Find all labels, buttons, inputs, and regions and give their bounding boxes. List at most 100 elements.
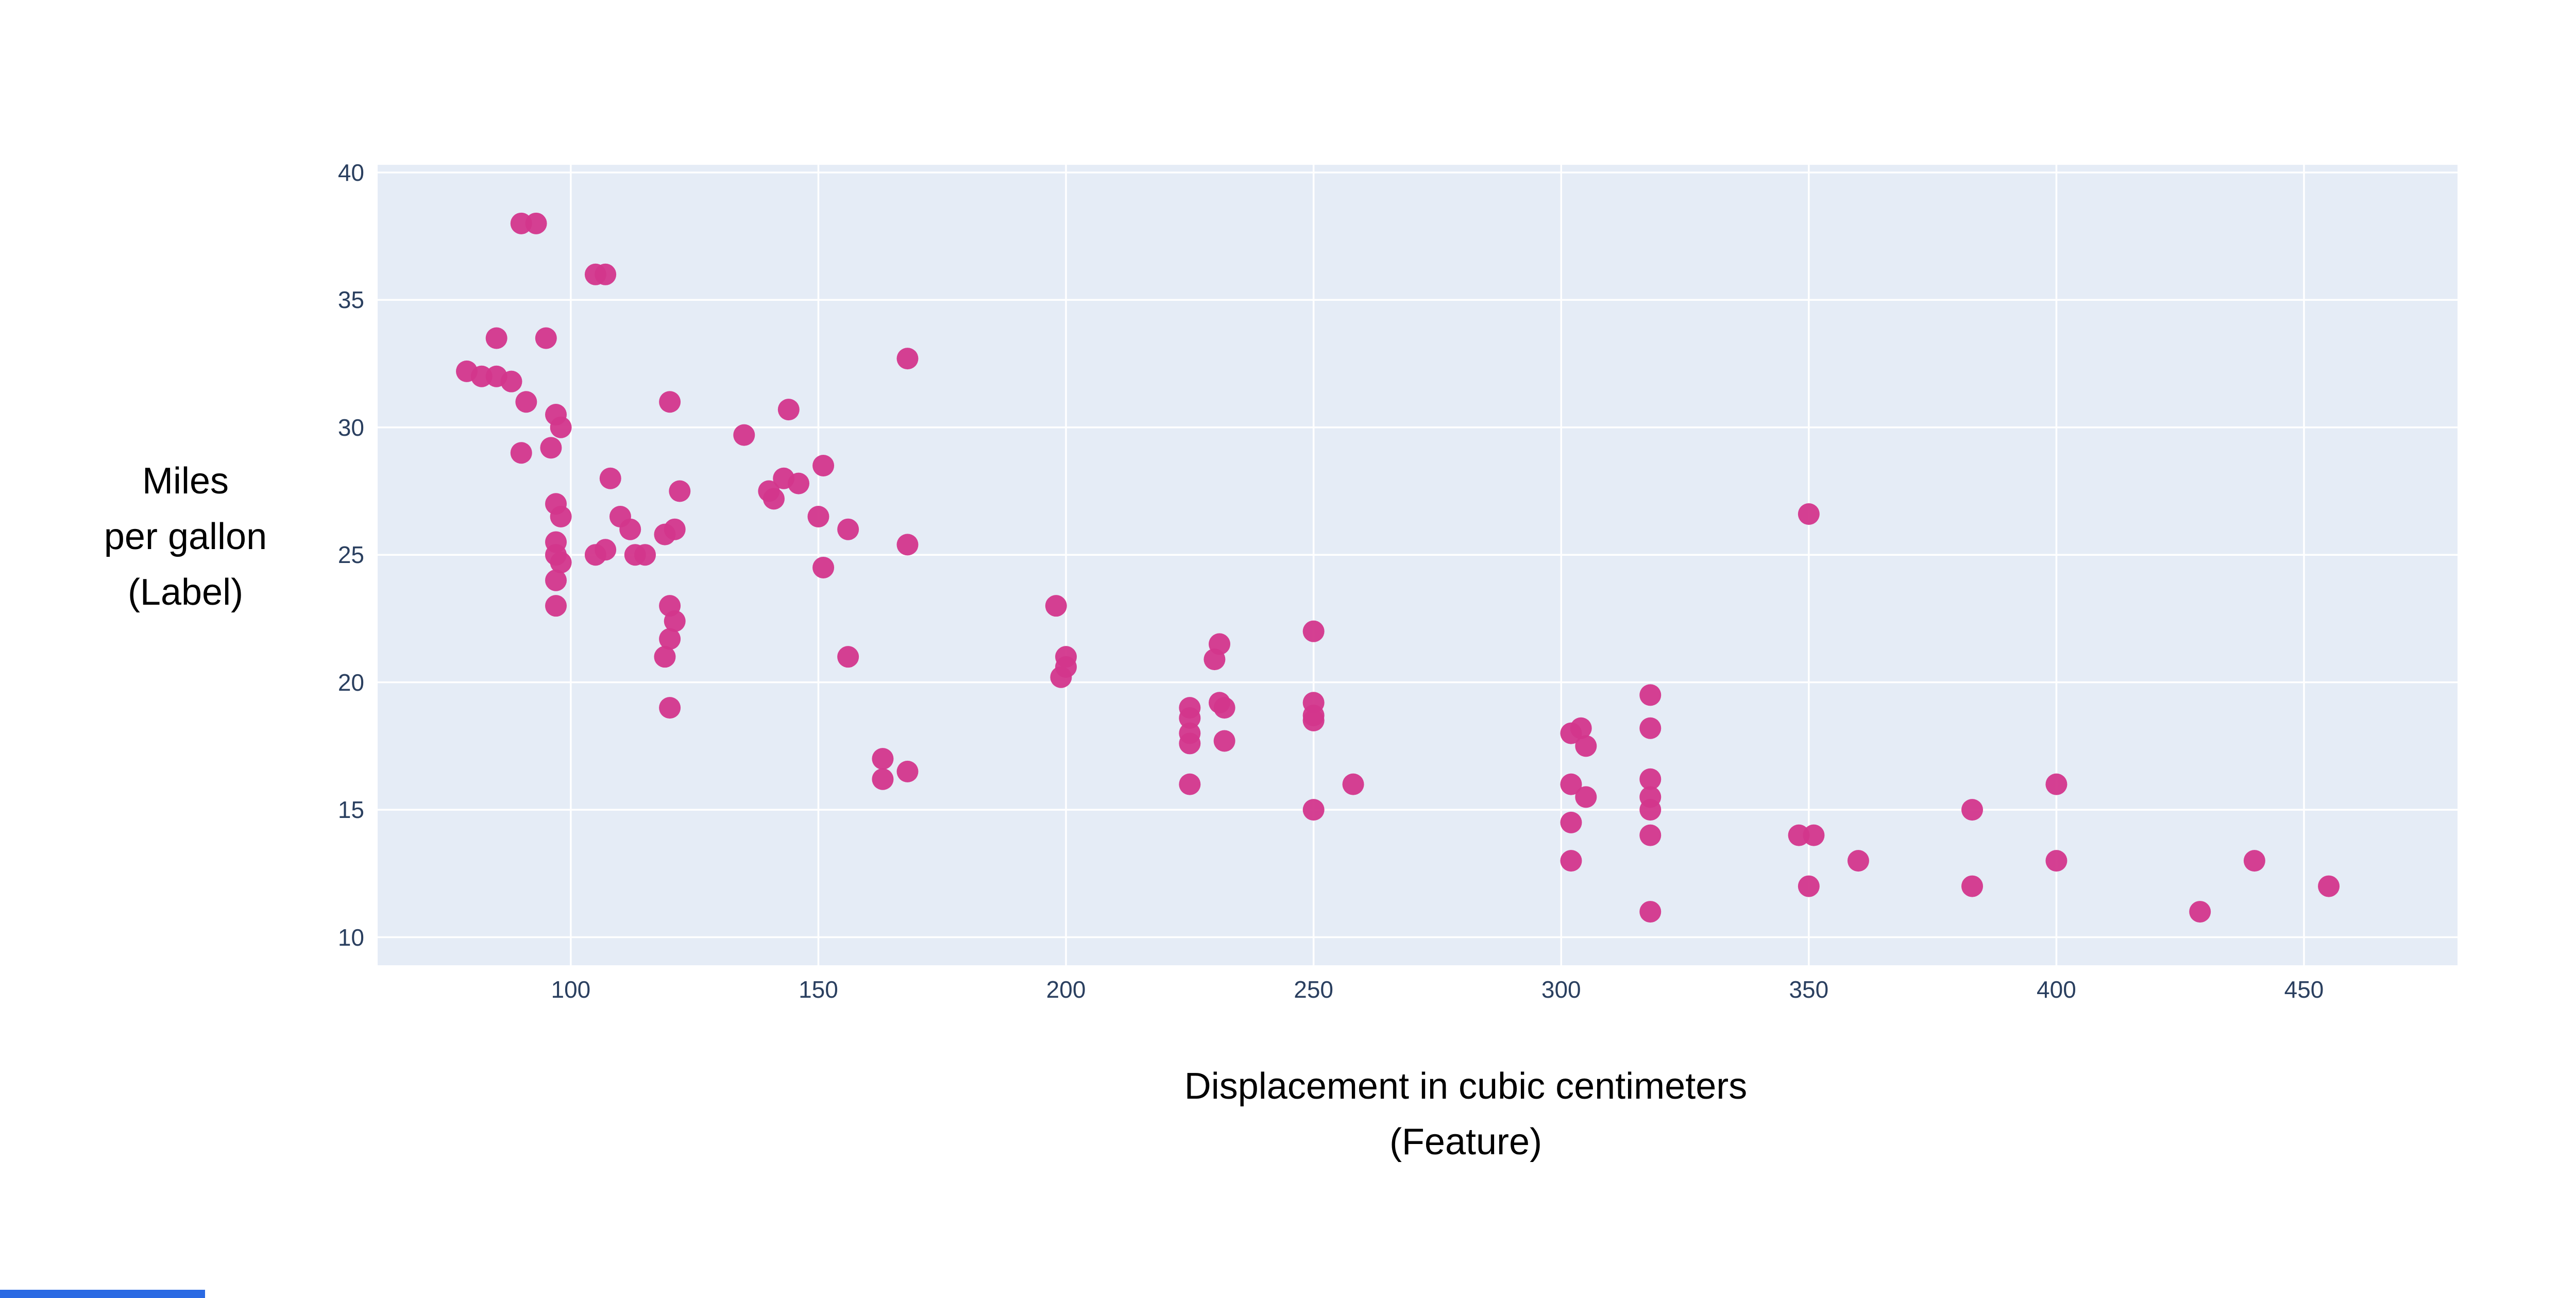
data-point	[634, 544, 656, 566]
data-point	[2243, 850, 2265, 872]
x-axis-title-line-2: (Feature)	[1389, 1121, 1543, 1163]
data-point	[2045, 850, 2067, 872]
data-point	[1179, 773, 1201, 795]
data-point	[896, 348, 919, 370]
data-point	[535, 327, 557, 349]
x-axis-title-line-1: Displacement in cubic centimeters	[1184, 1066, 1748, 1107]
data-point	[525, 212, 547, 234]
data-point	[500, 370, 522, 392]
data-point	[664, 610, 686, 632]
data-point	[510, 212, 532, 234]
data-point	[545, 595, 567, 617]
data-point	[595, 263, 617, 285]
data-point	[1570, 717, 1592, 739]
data-point	[550, 416, 572, 438]
data-point	[807, 505, 829, 527]
data-point	[1639, 901, 1662, 923]
data-point	[1560, 850, 1582, 872]
x-tick-label: 250	[1294, 976, 1334, 1003]
data-point	[812, 556, 835, 578]
data-point	[896, 534, 919, 556]
data-point	[1961, 799, 1984, 821]
y-tick-label: 30	[337, 414, 364, 441]
data-point	[1788, 824, 1810, 846]
y-tick-label: 35	[337, 286, 364, 314]
data-point	[1213, 697, 1235, 719]
data-point	[788, 472, 810, 494]
data-point	[619, 518, 641, 540]
progress-bar	[0, 1290, 205, 1298]
data-point	[1961, 875, 1984, 897]
data-point	[1798, 875, 1820, 897]
data-point	[659, 391, 681, 413]
plot-area[interactable]	[378, 165, 2458, 965]
data-point	[659, 697, 681, 719]
x-tick-label: 450	[2284, 976, 2324, 1003]
data-point	[1302, 620, 1325, 642]
data-point	[2189, 901, 2211, 923]
scatter-chart	[378, 165, 2458, 965]
data-point	[1179, 707, 1201, 729]
data-point	[2318, 875, 2340, 897]
data-point	[1204, 648, 1226, 671]
y-tick-label: 10	[337, 924, 364, 951]
data-point	[659, 628, 681, 650]
data-point	[550, 505, 572, 527]
data-point	[1302, 709, 1325, 731]
data-point	[762, 488, 785, 510]
data-point	[550, 552, 572, 574]
data-point	[812, 454, 835, 476]
data-point	[1798, 503, 1820, 525]
x-tick-label: 150	[799, 976, 838, 1003]
data-point	[733, 424, 755, 446]
y-tick-label: 15	[337, 796, 364, 824]
x-tick-label: 300	[1541, 976, 1581, 1003]
y-tick-label: 40	[337, 159, 364, 186]
x-axis-title: Displacement in cubic centimeters (Featu…	[951, 1058, 1981, 1170]
data-point	[872, 768, 894, 790]
y-tick-label: 25	[337, 541, 364, 569]
data-point	[595, 539, 617, 561]
data-point	[1639, 824, 1662, 846]
data-point	[1045, 595, 1067, 617]
x-tick-label: 350	[1789, 976, 1829, 1003]
data-point	[1639, 799, 1662, 821]
data-point	[1847, 850, 1869, 872]
data-point	[470, 365, 493, 387]
data-point	[1342, 773, 1364, 795]
y-tick-label: 20	[337, 669, 364, 696]
data-point	[1639, 768, 1662, 790]
data-point	[1575, 786, 1597, 808]
y-axis-title: Miles per gallon (Label)	[21, 453, 350, 620]
data-point	[1302, 799, 1325, 821]
x-tick-label: 100	[551, 976, 591, 1003]
data-point	[540, 437, 562, 459]
data-point	[654, 523, 676, 545]
y-axis-title-line-3: (Label)	[127, 572, 244, 613]
data-point	[1639, 717, 1662, 739]
y-axis-title-line-1: Miles	[142, 460, 229, 502]
data-point	[1179, 732, 1201, 755]
data-point	[599, 467, 621, 489]
data-point	[1639, 684, 1662, 706]
data-point	[485, 327, 507, 349]
data-point	[1050, 666, 1072, 688]
data-point	[1575, 735, 1597, 757]
data-point	[837, 518, 859, 540]
data-point	[1560, 811, 1582, 833]
data-point	[1213, 730, 1235, 752]
x-tick-label: 400	[2037, 976, 2076, 1003]
data-point	[654, 646, 676, 668]
data-point	[2045, 773, 2067, 795]
data-point	[1560, 773, 1582, 795]
data-point	[510, 442, 532, 464]
x-tick-label: 200	[1046, 976, 1086, 1003]
data-point	[1803, 824, 1825, 846]
data-point	[872, 748, 894, 770]
data-point	[545, 569, 567, 591]
data-point	[837, 646, 859, 668]
data-point	[896, 760, 919, 782]
data-point	[515, 391, 537, 413]
